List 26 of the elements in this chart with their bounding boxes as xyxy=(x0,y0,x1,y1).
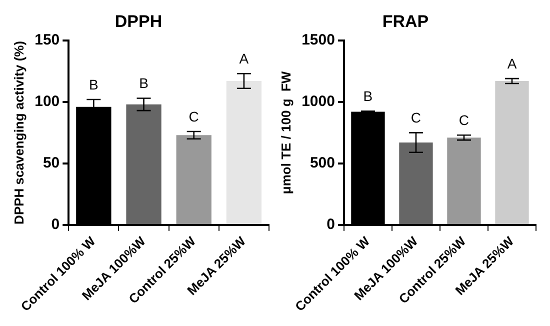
annotation: C xyxy=(188,108,199,124)
y-tick-label: 1500 xyxy=(302,32,335,49)
y-tick-label: 50 xyxy=(42,154,60,172)
bar xyxy=(399,142,433,224)
annotation: B xyxy=(363,88,373,104)
annotation: A xyxy=(507,55,518,72)
y-axis-title: μmol TE / 100 g FW xyxy=(278,70,294,194)
y-tick-label: 0 xyxy=(51,216,60,234)
y-tick-label: 500 xyxy=(310,154,335,172)
annotation: C xyxy=(410,110,422,126)
bar xyxy=(226,81,262,224)
bar xyxy=(176,135,212,224)
bar xyxy=(447,138,481,224)
chart-title: DPPH xyxy=(114,12,162,31)
annotation: C xyxy=(458,112,470,128)
bar xyxy=(495,81,529,224)
annotation: A xyxy=(239,50,250,66)
y-tick-label: 100 xyxy=(34,93,60,110)
y-tick-label: 150 xyxy=(34,32,60,49)
y-tick-label: 1000 xyxy=(302,93,335,110)
y-tick-label: 0 xyxy=(326,216,335,234)
chart-title: FRAP xyxy=(382,12,429,31)
annotation: B xyxy=(139,75,148,92)
y-axis-title: DPPH scavenging activity (%) xyxy=(11,40,26,224)
annotation: B xyxy=(89,76,98,92)
bar xyxy=(126,104,162,224)
